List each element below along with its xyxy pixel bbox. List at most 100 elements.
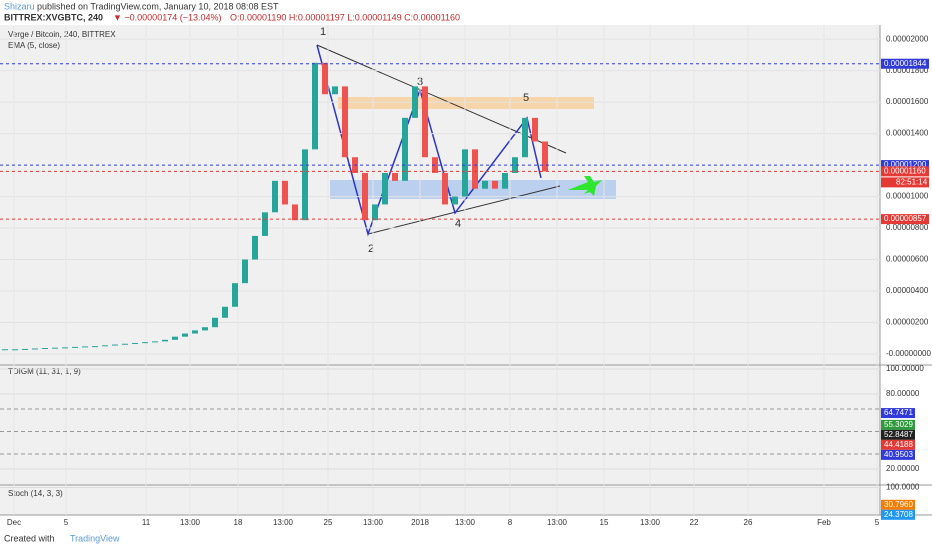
candle xyxy=(512,157,518,173)
y-tick-label: 20.00000 xyxy=(886,464,920,473)
author: Shizaru xyxy=(4,1,35,11)
x-tick-label: 13:00 xyxy=(273,518,294,527)
y-tick-label: 0.00001800 xyxy=(886,66,929,75)
candle xyxy=(42,348,48,349)
candle xyxy=(192,330,198,334)
candle xyxy=(502,172,508,189)
candle xyxy=(332,86,338,95)
candle xyxy=(362,172,368,221)
trend-line xyxy=(367,185,561,235)
x-tick-label: 13:00 xyxy=(180,518,201,527)
plane-icon xyxy=(568,176,602,196)
indicator-badge xyxy=(881,499,915,510)
y-tick-label: 80.00000 xyxy=(886,389,920,398)
candle xyxy=(252,235,258,260)
candle xyxy=(372,204,378,221)
x-tick-label: 26 xyxy=(744,518,753,527)
candle xyxy=(292,204,298,221)
indicator-badge xyxy=(881,419,915,430)
y-tick-label: -0.00000000 xyxy=(886,349,931,358)
x-tick-label: 13:00 xyxy=(640,518,661,527)
candle xyxy=(262,212,268,236)
candle xyxy=(382,172,388,205)
candle xyxy=(432,157,438,173)
resistance-zone xyxy=(338,97,594,109)
x-tick-label: 2018 xyxy=(411,518,429,527)
candle xyxy=(82,346,88,348)
price-badge-label: 0.00001160 xyxy=(884,166,926,175)
y-tick-label: 100.00000 xyxy=(886,364,924,373)
candle xyxy=(272,180,278,213)
x-tick-label: 5 xyxy=(875,518,880,527)
indicator-badge-label: 24.3708 xyxy=(884,510,913,519)
indicator-badge xyxy=(881,439,915,450)
stoch-title: Stoch (14, 3, 3) xyxy=(8,489,63,498)
candle xyxy=(52,347,58,349)
y-tick-label: 100.0000 xyxy=(886,483,920,492)
candle xyxy=(392,172,398,181)
candle xyxy=(532,117,538,142)
candle xyxy=(522,117,528,158)
footer-created: Created with xyxy=(4,533,55,543)
x-tick-label: 8 xyxy=(508,518,513,527)
candle xyxy=(452,196,458,205)
y-tick-label: 0.00002000 xyxy=(886,34,929,43)
tdigm-title: TDIGM (11, 31, 1, 9) xyxy=(8,367,81,376)
candle xyxy=(402,117,408,181)
x-tick-label: 13:00 xyxy=(363,518,384,527)
candle xyxy=(282,180,288,205)
y-tick-label: 0.00000400 xyxy=(886,286,929,295)
indicator-badge-label: 52.8487 xyxy=(884,430,913,439)
wave-label: 4 xyxy=(455,218,461,230)
footer-brand: TradingView xyxy=(70,533,120,543)
wave-path xyxy=(316,44,542,237)
price-badge xyxy=(881,166,929,177)
candle xyxy=(62,347,68,349)
wave-label: 5 xyxy=(523,92,529,104)
candle xyxy=(302,149,308,221)
candle xyxy=(232,283,238,307)
candle xyxy=(142,342,148,344)
candle xyxy=(492,180,498,189)
indicator-badge xyxy=(881,408,915,419)
candle xyxy=(162,339,168,342)
y-tick-label: 0.00001000 xyxy=(886,192,929,201)
candle xyxy=(242,259,248,284)
indicator-badge-label: 55.3029 xyxy=(884,420,913,429)
x-tick-label: 18 xyxy=(234,518,243,527)
legend-pair: Verge / Bitcoin, 240, BITTREX xyxy=(8,30,116,39)
x-tick-label: 13:00 xyxy=(455,518,476,527)
legend-ema: EMA (5, close) xyxy=(8,41,60,50)
x-tick-label: 15 xyxy=(600,518,609,527)
candle xyxy=(312,62,318,150)
candle xyxy=(212,317,218,328)
indicator-badge xyxy=(881,509,915,520)
x-tick-label: Dec xyxy=(7,518,21,527)
indicator-badge-label: 64.7471 xyxy=(884,408,913,417)
change: ▼ −0.00000174 (−13.04%) xyxy=(113,12,222,22)
candle xyxy=(442,172,448,205)
candle xyxy=(112,344,118,346)
indicator-badge-label: 44.4188 xyxy=(884,440,913,449)
y-tick-label: 0.00000600 xyxy=(886,255,929,264)
x-tick-label: Feb xyxy=(817,518,831,527)
x-tick-label: 13:00 xyxy=(547,518,568,527)
candle xyxy=(122,343,128,345)
candle xyxy=(342,86,348,158)
candle xyxy=(92,346,98,348)
candle xyxy=(422,86,428,158)
countdown-badge xyxy=(881,177,929,188)
candle xyxy=(172,336,178,340)
y-tick-label: 0.00001400 xyxy=(886,129,929,138)
candle xyxy=(322,62,328,95)
ohlc: O:0.00001190 H:0.00001197 L:0.00001149 C… xyxy=(230,12,460,22)
candle xyxy=(222,306,228,318)
candle xyxy=(202,327,208,331)
candle xyxy=(22,348,28,350)
indicator-badge xyxy=(881,449,915,460)
published: published on TradingView.com, January 10… xyxy=(37,1,279,11)
candle xyxy=(542,141,548,172)
y-tick-label: 0.00000200 xyxy=(886,318,929,327)
x-tick-label: 22 xyxy=(690,518,699,527)
